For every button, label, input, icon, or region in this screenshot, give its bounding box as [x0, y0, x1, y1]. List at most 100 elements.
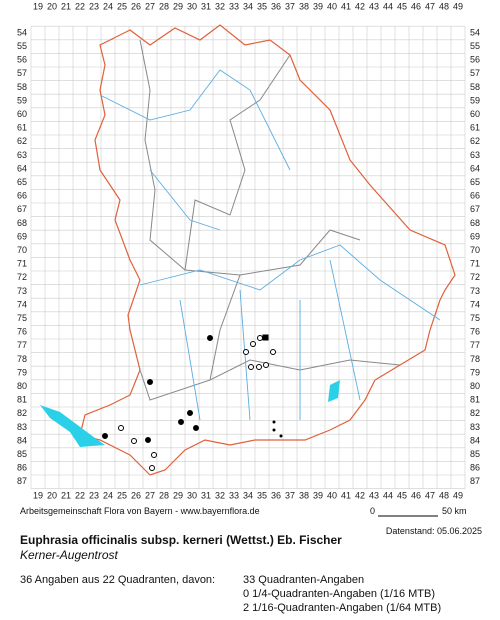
column-label: 19	[33, 1, 43, 11]
column-label: 20	[47, 490, 57, 500]
column-label: 34	[243, 490, 253, 500]
record	[243, 349, 249, 355]
summary-total: 36 Angaben aus 22 Quadranten, davon:	[20, 574, 216, 586]
column-label: 27	[145, 1, 155, 11]
record	[272, 420, 276, 424]
row-label: 85	[17, 449, 27, 459]
column-label: 29	[173, 1, 183, 11]
summary-line: 2 1/16-Quadranten-Angaben (1/64 MTB)	[243, 602, 442, 614]
column-label: 47	[425, 1, 435, 11]
row-label: 71	[17, 259, 27, 269]
record	[250, 341, 256, 347]
row-label: 60	[470, 109, 480, 119]
row-label: 81	[470, 395, 480, 405]
scale-end: 50 km	[442, 506, 467, 516]
row-label: 67	[17, 204, 27, 214]
scientific-name: Euphrasia officinalis subsp. kerneri (We…	[20, 533, 342, 547]
row-label: 77	[470, 340, 480, 350]
column-label: 26	[131, 1, 141, 11]
record	[262, 334, 269, 341]
column-label: 47	[425, 490, 435, 500]
row-label: 67	[470, 204, 480, 214]
record	[102, 433, 108, 439]
row-label: 70	[470, 245, 480, 255]
column-label: 42	[355, 1, 365, 11]
column-label: 32	[215, 490, 225, 500]
credit: Arbeitsgemeinschaft Flora von Bayern - w…	[20, 506, 260, 516]
column-label: 23	[89, 1, 99, 11]
lake	[328, 380, 340, 402]
column-label: 41	[341, 1, 351, 11]
row-label: 85	[470, 449, 480, 459]
row-label: 69	[470, 231, 480, 241]
column-label: 49	[453, 1, 463, 11]
column-label: 48	[439, 490, 449, 500]
record	[263, 362, 269, 368]
row-label: 87	[470, 476, 480, 486]
record	[118, 425, 124, 431]
column-label: 43	[369, 1, 379, 11]
bavaria-border	[79, 24, 456, 476]
record	[151, 452, 157, 458]
column-label: 40	[327, 490, 337, 500]
row-label: 65	[17, 177, 27, 187]
record	[147, 379, 153, 385]
row-label: 54	[470, 27, 480, 37]
row-label: 58	[17, 82, 27, 92]
column-label: 45	[397, 490, 407, 500]
record	[131, 438, 137, 444]
column-label: 48	[439, 1, 449, 11]
column-label: 42	[355, 490, 365, 500]
column-label: 38	[299, 1, 309, 11]
row-label: 72	[17, 272, 27, 282]
row-label: 76	[470, 327, 480, 337]
column-label: 22	[75, 1, 85, 11]
column-label: 26	[131, 490, 141, 500]
column-label: 30	[187, 1, 197, 11]
row-label: 64	[470, 163, 480, 173]
column-label: 21	[61, 1, 71, 11]
row-label: 87	[17, 476, 27, 486]
column-label: 32	[215, 1, 225, 11]
column-label: 30	[187, 490, 197, 500]
record	[193, 425, 199, 431]
column-label: 24	[103, 490, 113, 500]
row-label: 84	[17, 435, 27, 445]
column-label: 29	[173, 490, 183, 500]
row-label: 68	[17, 218, 27, 228]
record	[149, 465, 155, 471]
row-label: 60	[17, 109, 27, 119]
common-name: Kerner-Augentrost	[20, 548, 118, 562]
row-label: 56	[470, 55, 480, 65]
row-label: 61	[17, 123, 27, 133]
row-label: 77	[17, 340, 27, 350]
date: Datenstand: 05.06.2025	[385, 526, 482, 536]
row-label: 80	[470, 381, 480, 391]
summary-line: 0 1/4-Quadranten-Angaben (1/16 MTB)	[243, 588, 436, 600]
record	[178, 419, 184, 425]
row-label: 74	[470, 299, 480, 309]
row-label: 57	[470, 68, 480, 78]
column-label: 28	[159, 1, 169, 11]
column-label: 20	[47, 1, 57, 11]
column-label: 46	[411, 1, 421, 11]
row-label: 82	[470, 408, 480, 418]
column-label: 37	[285, 1, 295, 11]
column-label: 33	[229, 1, 239, 11]
row-label: 74	[17, 299, 27, 309]
column-label: 39	[313, 1, 323, 11]
record	[248, 364, 254, 370]
column-label: 37	[285, 490, 295, 500]
row-label: 73	[470, 286, 480, 296]
row-label: 81	[17, 395, 27, 405]
column-label: 25	[117, 1, 127, 11]
row-label: 84	[470, 435, 480, 445]
row-label: 79	[17, 367, 27, 377]
record	[256, 364, 262, 370]
column-label: 22	[75, 490, 85, 500]
row-label: 79	[470, 367, 480, 377]
row-label: 75	[470, 313, 480, 323]
row-label: 66	[470, 191, 480, 201]
row-label: 62	[17, 136, 27, 146]
